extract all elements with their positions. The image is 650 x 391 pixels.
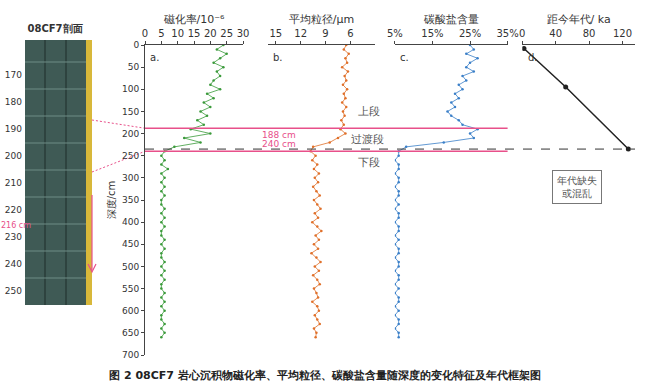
svg-text:d.: d. bbox=[528, 52, 538, 63]
svg-text:35%: 35% bbox=[496, 28, 518, 39]
svg-text:深度/cm: 深度/cm bbox=[106, 181, 117, 220]
svg-text:20: 20 bbox=[204, 28, 217, 39]
svg-text:0: 0 bbox=[519, 28, 525, 39]
svg-text:0: 0 bbox=[133, 40, 139, 50]
svg-text:600: 600 bbox=[122, 306, 139, 316]
svg-text:200: 200 bbox=[5, 151, 22, 161]
svg-text:30: 30 bbox=[237, 28, 250, 39]
svg-text:a.: a. bbox=[150, 52, 159, 63]
svg-text:过渡段: 过渡段 bbox=[351, 133, 384, 146]
svg-text:5%: 5% bbox=[387, 28, 403, 39]
svg-text:9: 9 bbox=[322, 28, 328, 39]
svg-text:230: 230 bbox=[5, 232, 22, 242]
svg-text:下段: 下段 bbox=[358, 156, 380, 169]
svg-text:6: 6 bbox=[347, 28, 353, 39]
svg-text:180: 180 bbox=[5, 97, 22, 107]
svg-text:300: 300 bbox=[122, 173, 139, 183]
svg-text:700: 700 bbox=[122, 350, 139, 360]
svg-text:190: 190 bbox=[5, 124, 22, 134]
svg-text:0: 0 bbox=[142, 28, 148, 39]
svg-text:500: 500 bbox=[122, 262, 139, 272]
svg-text:450: 450 bbox=[122, 239, 139, 249]
svg-text:200: 200 bbox=[122, 129, 139, 139]
svg-text:12: 12 bbox=[294, 28, 307, 39]
svg-text:距今年代/ ka: 距今年代/ ka bbox=[547, 13, 611, 26]
svg-text:平均粒径/μm: 平均粒径/μm bbox=[289, 13, 354, 26]
svg-text:50: 50 bbox=[128, 62, 140, 72]
svg-text:650: 650 bbox=[122, 328, 139, 338]
svg-text:10: 10 bbox=[171, 28, 184, 39]
svg-text:b.: b. bbox=[273, 52, 283, 63]
svg-text:170: 170 bbox=[5, 70, 22, 80]
svg-text:80: 80 bbox=[583, 28, 596, 39]
svg-text:400: 400 bbox=[122, 217, 139, 227]
svg-text:188 cm: 188 cm bbox=[262, 130, 296, 140]
svg-text:碳酸盐含量: 碳酸盐含量 bbox=[423, 13, 479, 26]
svg-text:25%: 25% bbox=[459, 28, 481, 39]
svg-text:100: 100 bbox=[122, 84, 139, 94]
svg-text:250: 250 bbox=[5, 286, 22, 296]
svg-text:15: 15 bbox=[269, 28, 282, 39]
svg-text:磁化率/10⁻⁶: 磁化率/10⁻⁶ bbox=[163, 13, 226, 26]
svg-text:220: 220 bbox=[5, 205, 22, 215]
svg-text:120: 120 bbox=[613, 28, 632, 39]
svg-text:150: 150 bbox=[122, 107, 139, 117]
svg-text:240: 240 bbox=[5, 259, 22, 269]
svg-text:25: 25 bbox=[220, 28, 233, 39]
svg-text:216 cm: 216 cm bbox=[1, 221, 31, 230]
svg-text:550: 550 bbox=[122, 284, 139, 294]
svg-text:210: 210 bbox=[5, 178, 22, 188]
svg-text:08CF7剖面: 08CF7剖面 bbox=[27, 23, 82, 34]
html-text:图 2 08CF7 岩心沉积物磁化率、平均粒径、碳酸盐含量随: 图 2 08CF7 岩心沉积物磁化率、平均粒径、碳酸盐含量随深度的变化特征及年代… bbox=[109, 369, 541, 382]
svg-text:350: 350 bbox=[122, 195, 139, 205]
svg-text:240 cm: 240 cm bbox=[262, 139, 296, 149]
svg-text:5: 5 bbox=[158, 28, 164, 39]
svg-text:40: 40 bbox=[549, 28, 562, 39]
svg-text:年代缺失或混乱: 年代缺失或混乱 bbox=[557, 175, 597, 199]
svg-text:250: 250 bbox=[122, 151, 139, 161]
svg-text:15: 15 bbox=[188, 28, 201, 39]
svg-text:c.: c. bbox=[400, 52, 409, 63]
svg-text:上段: 上段 bbox=[358, 105, 380, 118]
svg-text:15%: 15% bbox=[421, 28, 443, 39]
